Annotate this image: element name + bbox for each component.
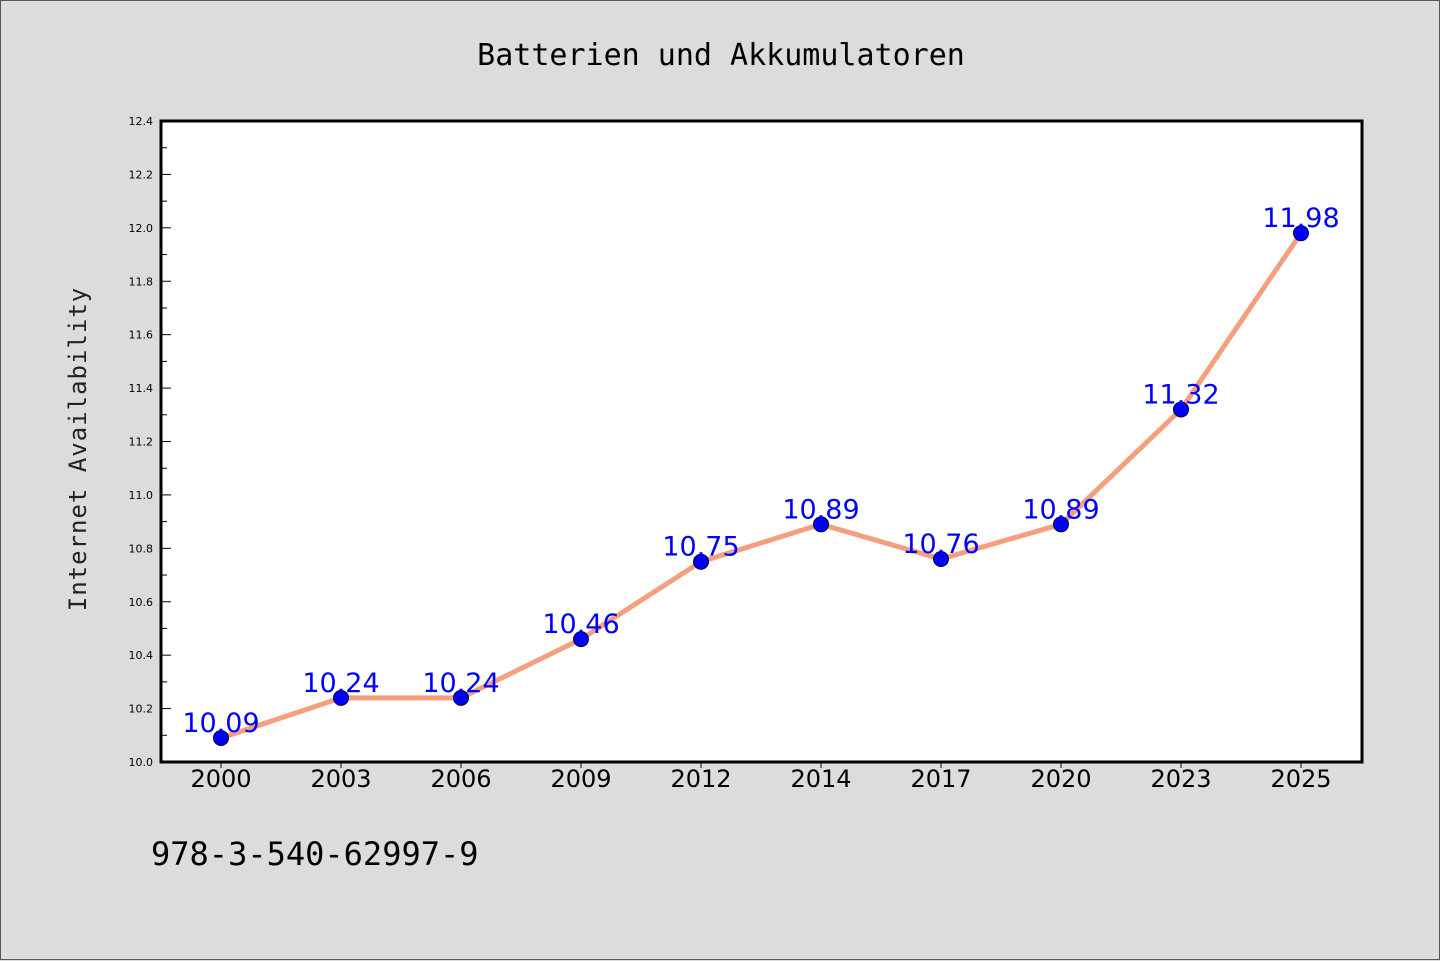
x-tick-label: 2012	[670, 765, 731, 793]
y-tick-label: 10.6	[129, 596, 154, 609]
series-line-group	[218, 230, 1304, 741]
data-point	[693, 553, 709, 570]
plot-area	[159, 119, 1364, 764]
data-label: 10.24	[302, 668, 379, 699]
y-tick-label: 11.0	[129, 489, 154, 502]
data-point	[1173, 401, 1189, 418]
data-label: 10.75	[662, 532, 739, 563]
y-tick-label: 11.4	[129, 382, 154, 395]
data-label: 10.09	[182, 708, 259, 739]
x-tick-label: 2006	[430, 765, 491, 793]
data-points	[213, 225, 1309, 746]
x-tick-label: 2009	[550, 765, 611, 793]
data-point	[213, 729, 229, 746]
x-axis: 2000 2003 2006 2009 2012 2014 2017 2020 2023 2025	[190, 762, 1332, 793]
data-label: 11.98	[1262, 203, 1339, 234]
x-tick-label: 2020	[1030, 765, 1091, 793]
data-label: 10.89	[782, 494, 859, 525]
y-tick-label: 10.4	[129, 649, 154, 662]
data-label: 10.46	[542, 609, 619, 640]
data-label: 10.24	[422, 668, 499, 699]
data-point	[333, 689, 349, 706]
y-tick-label: 10.2	[129, 703, 154, 716]
data-point	[1293, 225, 1309, 242]
y-tick-label: 12.0	[129, 222, 154, 235]
x-tick-label: 2003	[310, 765, 371, 793]
y-axis: 10.0 10.2 10.4 10.6 10.8 11.0 11.2 11.4 11.6 11.8…	[129, 115, 171, 769]
data-point	[933, 551, 949, 568]
y-tick-label: 10.0	[129, 756, 154, 769]
x-tick-label: 2014	[790, 765, 851, 793]
data-label: 11.32	[1142, 379, 1219, 410]
data-point	[813, 516, 829, 533]
data-point	[1053, 516, 1069, 533]
x-tick-label: 2017	[910, 765, 971, 793]
y-tick-label: 12.4	[129, 115, 154, 128]
data-labels: 10.09 10.24 10.24 10.46 10.75 10.89 10.76 10.89…	[182, 203, 1339, 739]
x-tick-label: 2023	[1150, 765, 1211, 793]
data-label: 10.89	[1022, 494, 1099, 525]
chart-title: Batterien und Akkumulatoren	[477, 38, 965, 73]
y-tick-label: 11.2	[129, 436, 154, 449]
y-tick-label: 10.8	[129, 542, 154, 555]
data-label: 10.76	[902, 529, 979, 560]
series-line	[218, 230, 1304, 741]
y-axis-label: Internet Availability	[64, 287, 92, 611]
y-tick-label: 12.2	[129, 168, 154, 181]
data-point	[453, 689, 469, 706]
x-tick-label: 2000	[190, 765, 251, 793]
footer-isbn: 978-3-540-62997-9	[151, 835, 479, 873]
y-tick-label: 11.6	[129, 329, 154, 342]
x-tick-label: 2025	[1270, 765, 1331, 793]
data-point	[573, 631, 589, 648]
y-tick-label: 11.8	[129, 275, 154, 288]
